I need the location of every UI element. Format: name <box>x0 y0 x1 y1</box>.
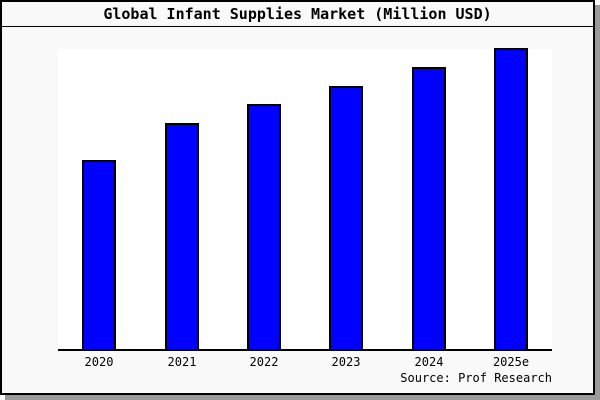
x-axis-line <box>58 349 552 351</box>
x-tick-label-2024: 2024 <box>414 355 444 369</box>
source-text: Source: Prof Research <box>400 371 552 385</box>
x-axis-labels: 2020 2021 2022 2023 2024 2025e <box>58 355 552 371</box>
bar-2024 <box>412 67 446 349</box>
x-tick-label-2025e: 2025e <box>492 355 530 369</box>
x-tick-label-2023: 2023 <box>331 355 361 369</box>
x-tick-label-2020: 2020 <box>84 355 114 369</box>
chart-frame: Global Infant Supplies Market (Million U… <box>0 0 595 395</box>
bar-2025e <box>494 48 528 349</box>
bar-2022 <box>247 104 281 349</box>
bar-2020 <box>82 160 116 349</box>
chart-title-box: Global Infant Supplies Market (Million U… <box>2 2 593 27</box>
frame-shadow-bottom <box>5 395 600 400</box>
x-tick-label-2022: 2022 <box>249 355 279 369</box>
chart-title: Global Infant Supplies Market (Million U… <box>103 5 492 23</box>
bar-2021 <box>165 123 199 349</box>
frame-shadow-right <box>595 5 600 400</box>
plot-area <box>58 48 552 351</box>
bar-2023 <box>329 86 363 349</box>
x-tick-label-2021: 2021 <box>167 355 197 369</box>
